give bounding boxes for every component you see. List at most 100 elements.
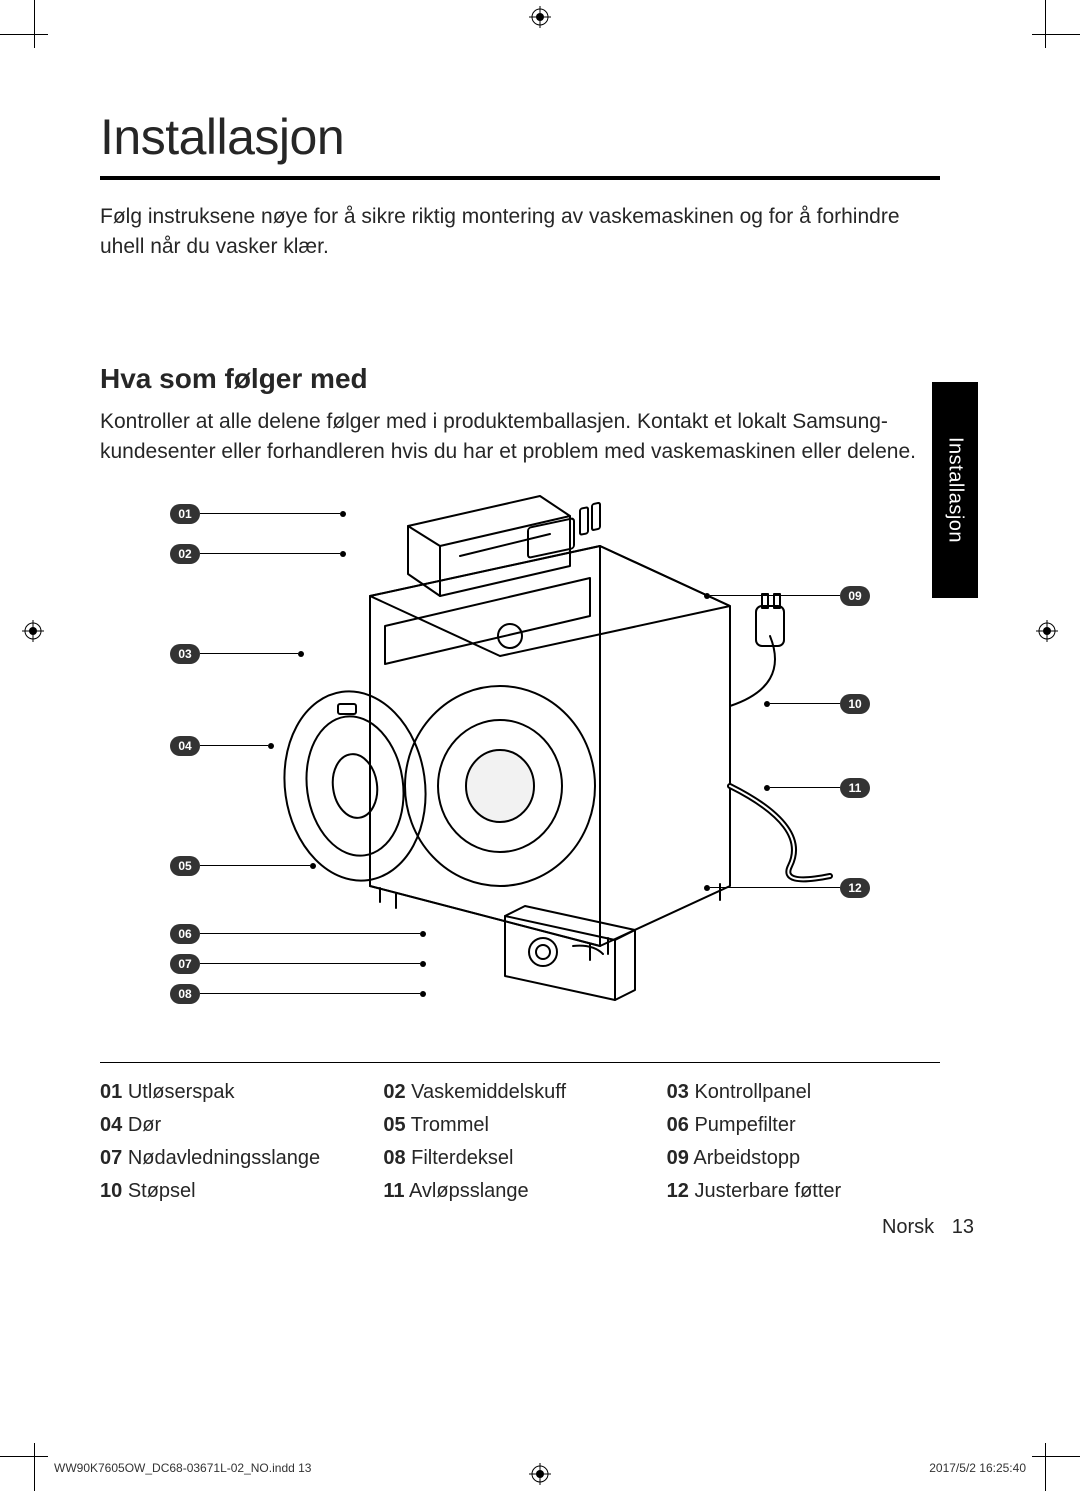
part-label: Justerbare føtter bbox=[694, 1180, 841, 1202]
callout-dot bbox=[420, 961, 426, 967]
parts-list-item: 10 Støpsel bbox=[100, 1180, 373, 1203]
callout-dot bbox=[340, 511, 346, 517]
part-label: Støpsel bbox=[128, 1180, 196, 1202]
diagram-callout: 08 bbox=[170, 984, 426, 1004]
part-number: 03 bbox=[667, 1081, 689, 1103]
crop-mark bbox=[0, 1456, 48, 1457]
page-title: Installasjon bbox=[100, 108, 940, 180]
diagram-callout: 05 bbox=[170, 856, 316, 876]
parts-diagram: 01 02 03 04 05 06 07 08 09 10 11 12 bbox=[170, 486, 870, 1046]
part-label: Avløpsslange bbox=[409, 1180, 529, 1202]
callout-leader bbox=[200, 963, 420, 964]
crop-mark bbox=[1045, 0, 1046, 48]
parts-list-item: 01 Utløserspak bbox=[100, 1081, 373, 1104]
registration-mark-icon bbox=[1036, 620, 1058, 642]
diagram-callout: 04 bbox=[170, 736, 274, 756]
part-number: 02 bbox=[383, 1081, 405, 1103]
part-label: Arbeidstopp bbox=[693, 1147, 800, 1169]
registration-mark-icon bbox=[529, 6, 551, 28]
callout-dot bbox=[268, 743, 274, 749]
part-label: Kontrollpanel bbox=[694, 1081, 811, 1103]
content-area: Installasjon Følg instruksene nøye for å… bbox=[100, 108, 940, 1203]
callout-leader bbox=[200, 513, 340, 514]
callout-leader bbox=[200, 553, 340, 554]
part-number: 11 bbox=[383, 1180, 404, 1202]
diagram-callout: 02 bbox=[170, 544, 346, 564]
parts-list-item: 06 Pumpefilter bbox=[667, 1114, 940, 1137]
callout-leader bbox=[710, 887, 840, 888]
divider bbox=[100, 1062, 940, 1063]
part-number: 04 bbox=[100, 1114, 122, 1136]
crop-mark bbox=[1032, 34, 1080, 35]
parts-list-item: 03 Kontrollpanel bbox=[667, 1081, 940, 1104]
parts-list-item: 12 Justerbare føtter bbox=[667, 1180, 940, 1203]
registration-mark-icon bbox=[529, 1463, 551, 1485]
diagram-callout: 03 bbox=[170, 644, 304, 664]
callout-number: 08 bbox=[170, 984, 200, 1004]
diagram-callout: 09 bbox=[704, 586, 870, 606]
diagram-callout: 12 bbox=[704, 878, 870, 898]
crop-mark bbox=[34, 1443, 35, 1491]
part-label: Filterdeksel bbox=[411, 1147, 513, 1169]
callout-number: 01 bbox=[170, 504, 200, 524]
manual-page: Installasjon Følg instruksene nøye for å… bbox=[0, 0, 1080, 1491]
footer-page-number: 13 bbox=[952, 1216, 974, 1238]
callout-leader bbox=[200, 653, 298, 654]
callout-leader bbox=[200, 993, 420, 994]
parts-list: 01 Utløserspak 02 Vaskemiddelskuff 03 Kont… bbox=[100, 1081, 940, 1203]
parts-list-item: 04 Dør bbox=[100, 1114, 373, 1137]
part-label: Utløserspak bbox=[128, 1081, 235, 1103]
intro-text: Følg instruksene nøye for å sikre riktig… bbox=[100, 202, 940, 263]
callout-leader bbox=[200, 933, 420, 934]
callout-leader bbox=[770, 787, 840, 788]
callout-number: 10 bbox=[840, 694, 870, 714]
callout-leader bbox=[200, 745, 268, 746]
part-number: 07 bbox=[100, 1147, 122, 1169]
registration-mark-icon bbox=[22, 620, 44, 642]
parts-list-item: 09 Arbeidstopp bbox=[667, 1147, 940, 1170]
part-number: 06 bbox=[667, 1114, 689, 1136]
callout-number: 02 bbox=[170, 544, 200, 564]
section-heading: Hva som følger med bbox=[100, 363, 940, 395]
crop-mark bbox=[1045, 1443, 1046, 1491]
part-number: 12 bbox=[667, 1180, 689, 1202]
callout-dot bbox=[310, 863, 316, 869]
diagram-callout: 07 bbox=[170, 954, 426, 974]
part-label: Vaskemiddelskuff bbox=[411, 1081, 566, 1103]
parts-list-item: 11 Avløpsslange bbox=[383, 1180, 656, 1203]
diagram-callout: 11 bbox=[764, 778, 870, 798]
crop-mark bbox=[0, 34, 48, 35]
part-label: Nødavledningsslange bbox=[128, 1147, 320, 1169]
part-label: Trommel bbox=[411, 1114, 489, 1136]
callout-leader bbox=[770, 703, 840, 704]
parts-list-item: 02 Vaskemiddelskuff bbox=[383, 1081, 656, 1104]
part-label: Pumpefilter bbox=[694, 1114, 795, 1136]
callout-number: 03 bbox=[170, 644, 200, 664]
part-number: 09 bbox=[667, 1147, 689, 1169]
diagram-callout: 06 bbox=[170, 924, 426, 944]
callout-number: 04 bbox=[170, 736, 200, 756]
callout-dot bbox=[340, 551, 346, 557]
callout-dot bbox=[420, 931, 426, 937]
part-label: Dør bbox=[128, 1114, 161, 1136]
imprint-timestamp: 2017/5/2 16:25:40 bbox=[929, 1461, 1026, 1475]
diagram-callout: 10 bbox=[764, 694, 870, 714]
callout-leader bbox=[200, 865, 310, 866]
callout-number: 12 bbox=[840, 878, 870, 898]
page-footer: Norsk 13 bbox=[882, 1216, 974, 1239]
section-tab-label: Installasjon bbox=[944, 437, 967, 543]
callout-leader bbox=[710, 595, 840, 596]
callout-dot bbox=[298, 651, 304, 657]
callout-number: 09 bbox=[840, 586, 870, 606]
footer-language: Norsk bbox=[882, 1216, 934, 1238]
parts-list-item: 05 Trommel bbox=[383, 1114, 656, 1137]
callout-number: 11 bbox=[840, 778, 870, 798]
parts-list-item: 08 Filterdeksel bbox=[383, 1147, 656, 1170]
part-number: 10 bbox=[100, 1180, 122, 1202]
crop-mark bbox=[34, 0, 35, 48]
section-body: Kontroller at alle delene følger med i p… bbox=[100, 407, 940, 468]
part-number: 08 bbox=[383, 1147, 405, 1169]
diagram-callout: 01 bbox=[170, 504, 346, 524]
part-number: 01 bbox=[100, 1081, 122, 1103]
part-number: 05 bbox=[383, 1114, 405, 1136]
